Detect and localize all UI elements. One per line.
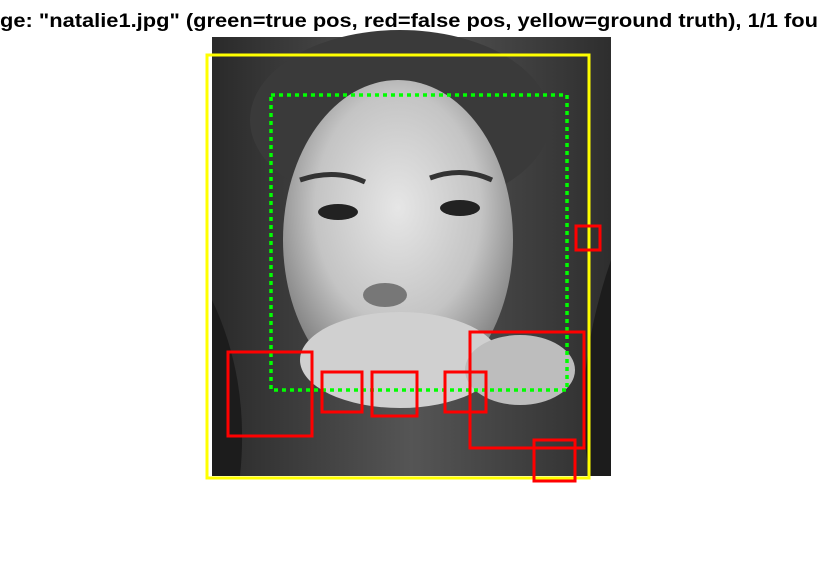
false-positive-box <box>468 330 586 450</box>
photo <box>212 30 611 476</box>
false-positive-boxes <box>226 224 602 483</box>
nose <box>363 283 407 307</box>
false-positive-box <box>443 370 488 414</box>
false-positive-box <box>532 438 577 483</box>
false-positive-box <box>320 370 364 414</box>
brow <box>299 171 367 185</box>
false-positive-box <box>226 350 314 438</box>
false-positive-box <box>370 370 419 418</box>
true-positive-box <box>269 93 569 392</box>
figure-title: ge: "natalie1.jpg" (green=true pos, red=… <box>0 11 818 32</box>
brow <box>429 169 494 183</box>
hand <box>300 312 500 408</box>
false-positive-box <box>574 224 602 252</box>
eye <box>440 200 480 216</box>
hand <box>465 335 575 405</box>
ground-truth-box <box>205 53 591 480</box>
face <box>283 80 513 400</box>
eye <box>318 204 358 220</box>
